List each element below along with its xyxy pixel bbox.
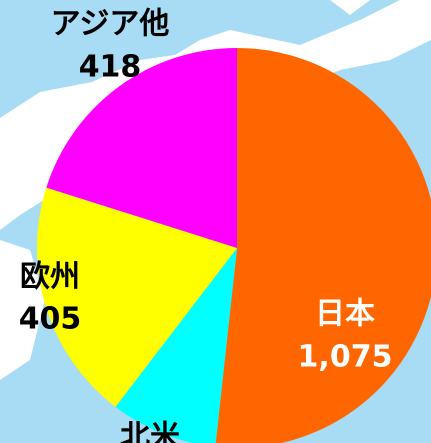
pie-slice xyxy=(115,248,237,443)
slice-label: 欧州 xyxy=(20,260,80,295)
pie-slice xyxy=(215,48,431,443)
pie-slice xyxy=(37,187,238,407)
slice-label: アジア他 xyxy=(51,7,170,42)
value-label: 418 xyxy=(79,50,142,85)
value-label: 405 xyxy=(19,302,82,337)
slice-label: 日本 xyxy=(315,297,375,332)
slice-label: 北米 xyxy=(120,420,180,443)
map-land xyxy=(330,0,370,15)
pie-slice xyxy=(46,48,237,248)
value-label: 1,075 xyxy=(298,340,393,375)
map-land xyxy=(0,240,45,380)
